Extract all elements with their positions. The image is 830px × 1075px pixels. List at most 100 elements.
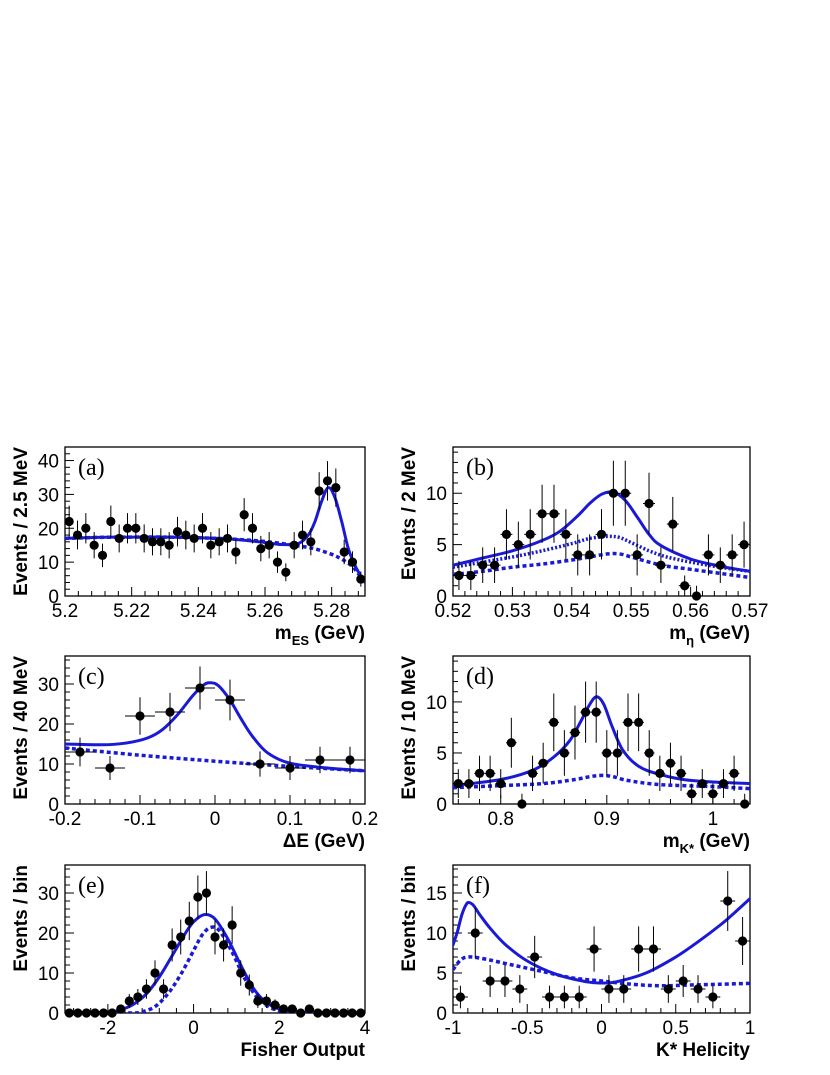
data-marker [231,547,241,557]
x-axis-label: Fisher Output [240,1040,365,1061]
data-point [607,460,620,526]
data-marker [64,1008,74,1018]
y-axis-label: Events / bin [399,865,420,972]
data-marker [189,533,199,544]
x-tick-label: 0.8 [488,809,514,830]
x-axis-label-main: m [669,623,686,644]
data-point [738,521,750,568]
data-marker [454,570,464,581]
data-point [548,484,560,543]
data-marker [297,530,308,540]
data-marker [116,1004,126,1014]
data-marker [247,523,258,533]
data-marker [306,537,316,547]
data-marker [718,778,729,789]
data-marker [278,1004,289,1014]
y-axis-label: Events / 2 MeV [399,447,420,580]
data-marker [485,976,495,986]
data-point [164,532,174,559]
data-marker [167,940,177,950]
data-marker [515,984,525,994]
fit-curve-dashed [453,551,750,580]
data-point [512,975,528,1003]
data-point [601,730,613,776]
data-point [660,975,676,1003]
data-point [270,999,280,1011]
data-point [181,520,191,550]
data-point [665,742,676,784]
data-marker [322,476,333,486]
data-marker [287,1004,297,1014]
x-tick-label: -0.1 [124,809,157,830]
y-tick-label: 10 [38,553,59,574]
data-point [64,505,74,538]
panel-label: (d) [466,664,494,690]
data-point [184,901,194,941]
x-axis-label-sub: η [686,633,694,648]
y-tick-label: 5 [436,536,447,557]
data-marker [656,560,666,570]
data-marker [253,996,263,1006]
data-marker [561,529,571,539]
data-point [176,919,186,955]
data-point [720,871,736,931]
data-marker [239,510,249,520]
data-point [231,539,241,565]
x-axis-label-sub: ES [292,633,310,648]
x-tick-label: 0.5 [663,1018,689,1039]
fit-curve-dashed [453,955,750,988]
data-point [189,524,199,553]
data-marker [285,763,295,773]
x-tick-label: 0.1 [277,809,303,830]
data-point [631,534,644,576]
x-axis-label-unit: (GeV) [309,623,365,644]
data-point [690,975,706,1003]
data-point [322,461,333,501]
data-marker [729,768,739,778]
data-marker [356,1008,366,1018]
panel-a: 5.2 5.22 5.24 5.26 5.28 0 10 20 30 40 Events / 2.5… [11,446,366,648]
data-point [73,1008,83,1018]
data-marker [612,748,623,758]
data-marker [331,483,341,493]
data-point [278,1004,289,1014]
data-marker [715,560,725,570]
x-axis-label-unit: (GeV) [309,831,365,852]
data-point [690,585,703,601]
data-marker [485,768,495,778]
x-tick-label: 0.57 [732,601,769,622]
data-marker [147,537,158,547]
data-marker [296,1008,306,1018]
data-marker [501,529,512,539]
data-point [304,1004,314,1014]
data-point [172,516,183,547]
data-marker [236,968,246,978]
data-marker [596,529,607,539]
data-marker [727,550,737,560]
data-marker [222,533,233,544]
fit-curve-solid [453,490,750,573]
x-tick-label: 5.28 [313,601,350,622]
data-point [356,571,366,587]
data-marker [165,707,175,717]
data-point [612,730,623,776]
x-tick-label: 5.24 [180,601,217,622]
data-point [289,532,299,559]
data-points [64,461,366,587]
data-marker [570,727,580,738]
plot-frame-b [452,446,751,597]
x-tick-label: 1 [708,809,719,830]
data-marker [676,768,686,778]
data-marker [691,591,702,601]
data-marker [272,557,283,567]
data-point [218,928,229,962]
data-point [330,1008,340,1018]
data-point [622,693,634,752]
data-point [453,769,464,799]
fit-curves [65,681,365,773]
data-marker [591,707,601,717]
data-marker [693,984,703,994]
data-point [156,528,166,556]
data-marker [668,519,678,529]
data-marker [122,523,133,533]
